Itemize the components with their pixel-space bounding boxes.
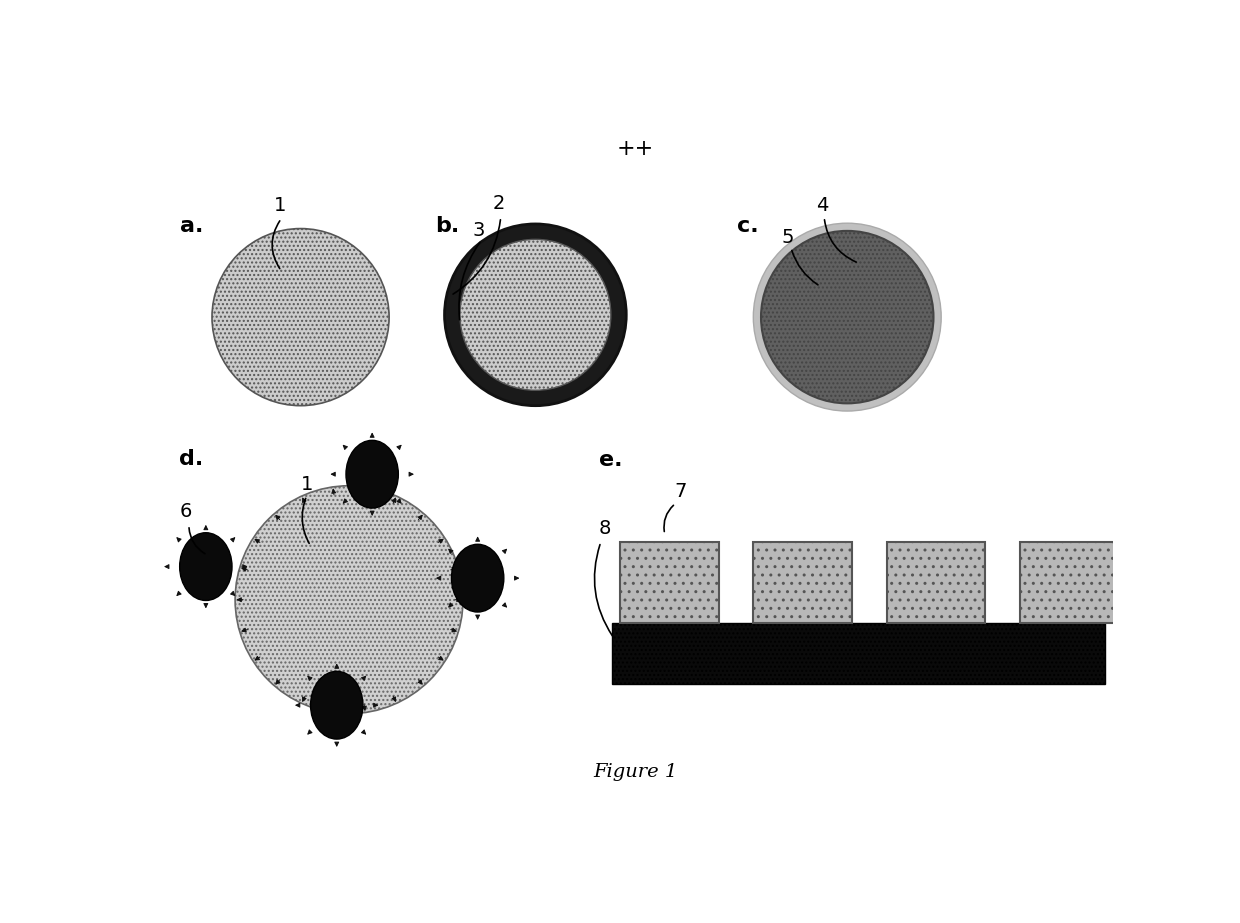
Bar — [754, 542, 852, 623]
Text: a.: a. — [180, 216, 203, 235]
Text: 1: 1 — [274, 196, 286, 215]
Text: 2: 2 — [494, 195, 506, 213]
Text: 1: 1 — [300, 474, 312, 494]
Circle shape — [754, 223, 941, 411]
Circle shape — [460, 239, 611, 390]
Bar — [887, 542, 985, 623]
Text: 4: 4 — [816, 196, 828, 215]
Bar — [613, 623, 1105, 685]
Circle shape — [761, 231, 934, 403]
Ellipse shape — [310, 671, 363, 739]
Circle shape — [444, 224, 626, 406]
Circle shape — [212, 229, 389, 406]
Text: 5: 5 — [781, 228, 795, 247]
Text: e.: e. — [599, 450, 622, 471]
Ellipse shape — [180, 533, 232, 601]
Text: c.: c. — [737, 216, 759, 235]
Text: 6: 6 — [180, 502, 192, 521]
Text: 7: 7 — [675, 483, 687, 501]
Text: b.: b. — [435, 216, 460, 235]
Bar — [620, 542, 719, 623]
Text: d.: d. — [179, 449, 203, 469]
Ellipse shape — [346, 440, 398, 508]
Ellipse shape — [451, 545, 503, 612]
Text: 3: 3 — [472, 221, 485, 239]
Text: ++: ++ — [616, 138, 655, 160]
Bar — [1019, 542, 1118, 623]
Text: Figure 1: Figure 1 — [594, 762, 677, 781]
Text: 8: 8 — [599, 520, 611, 538]
Circle shape — [236, 485, 463, 713]
